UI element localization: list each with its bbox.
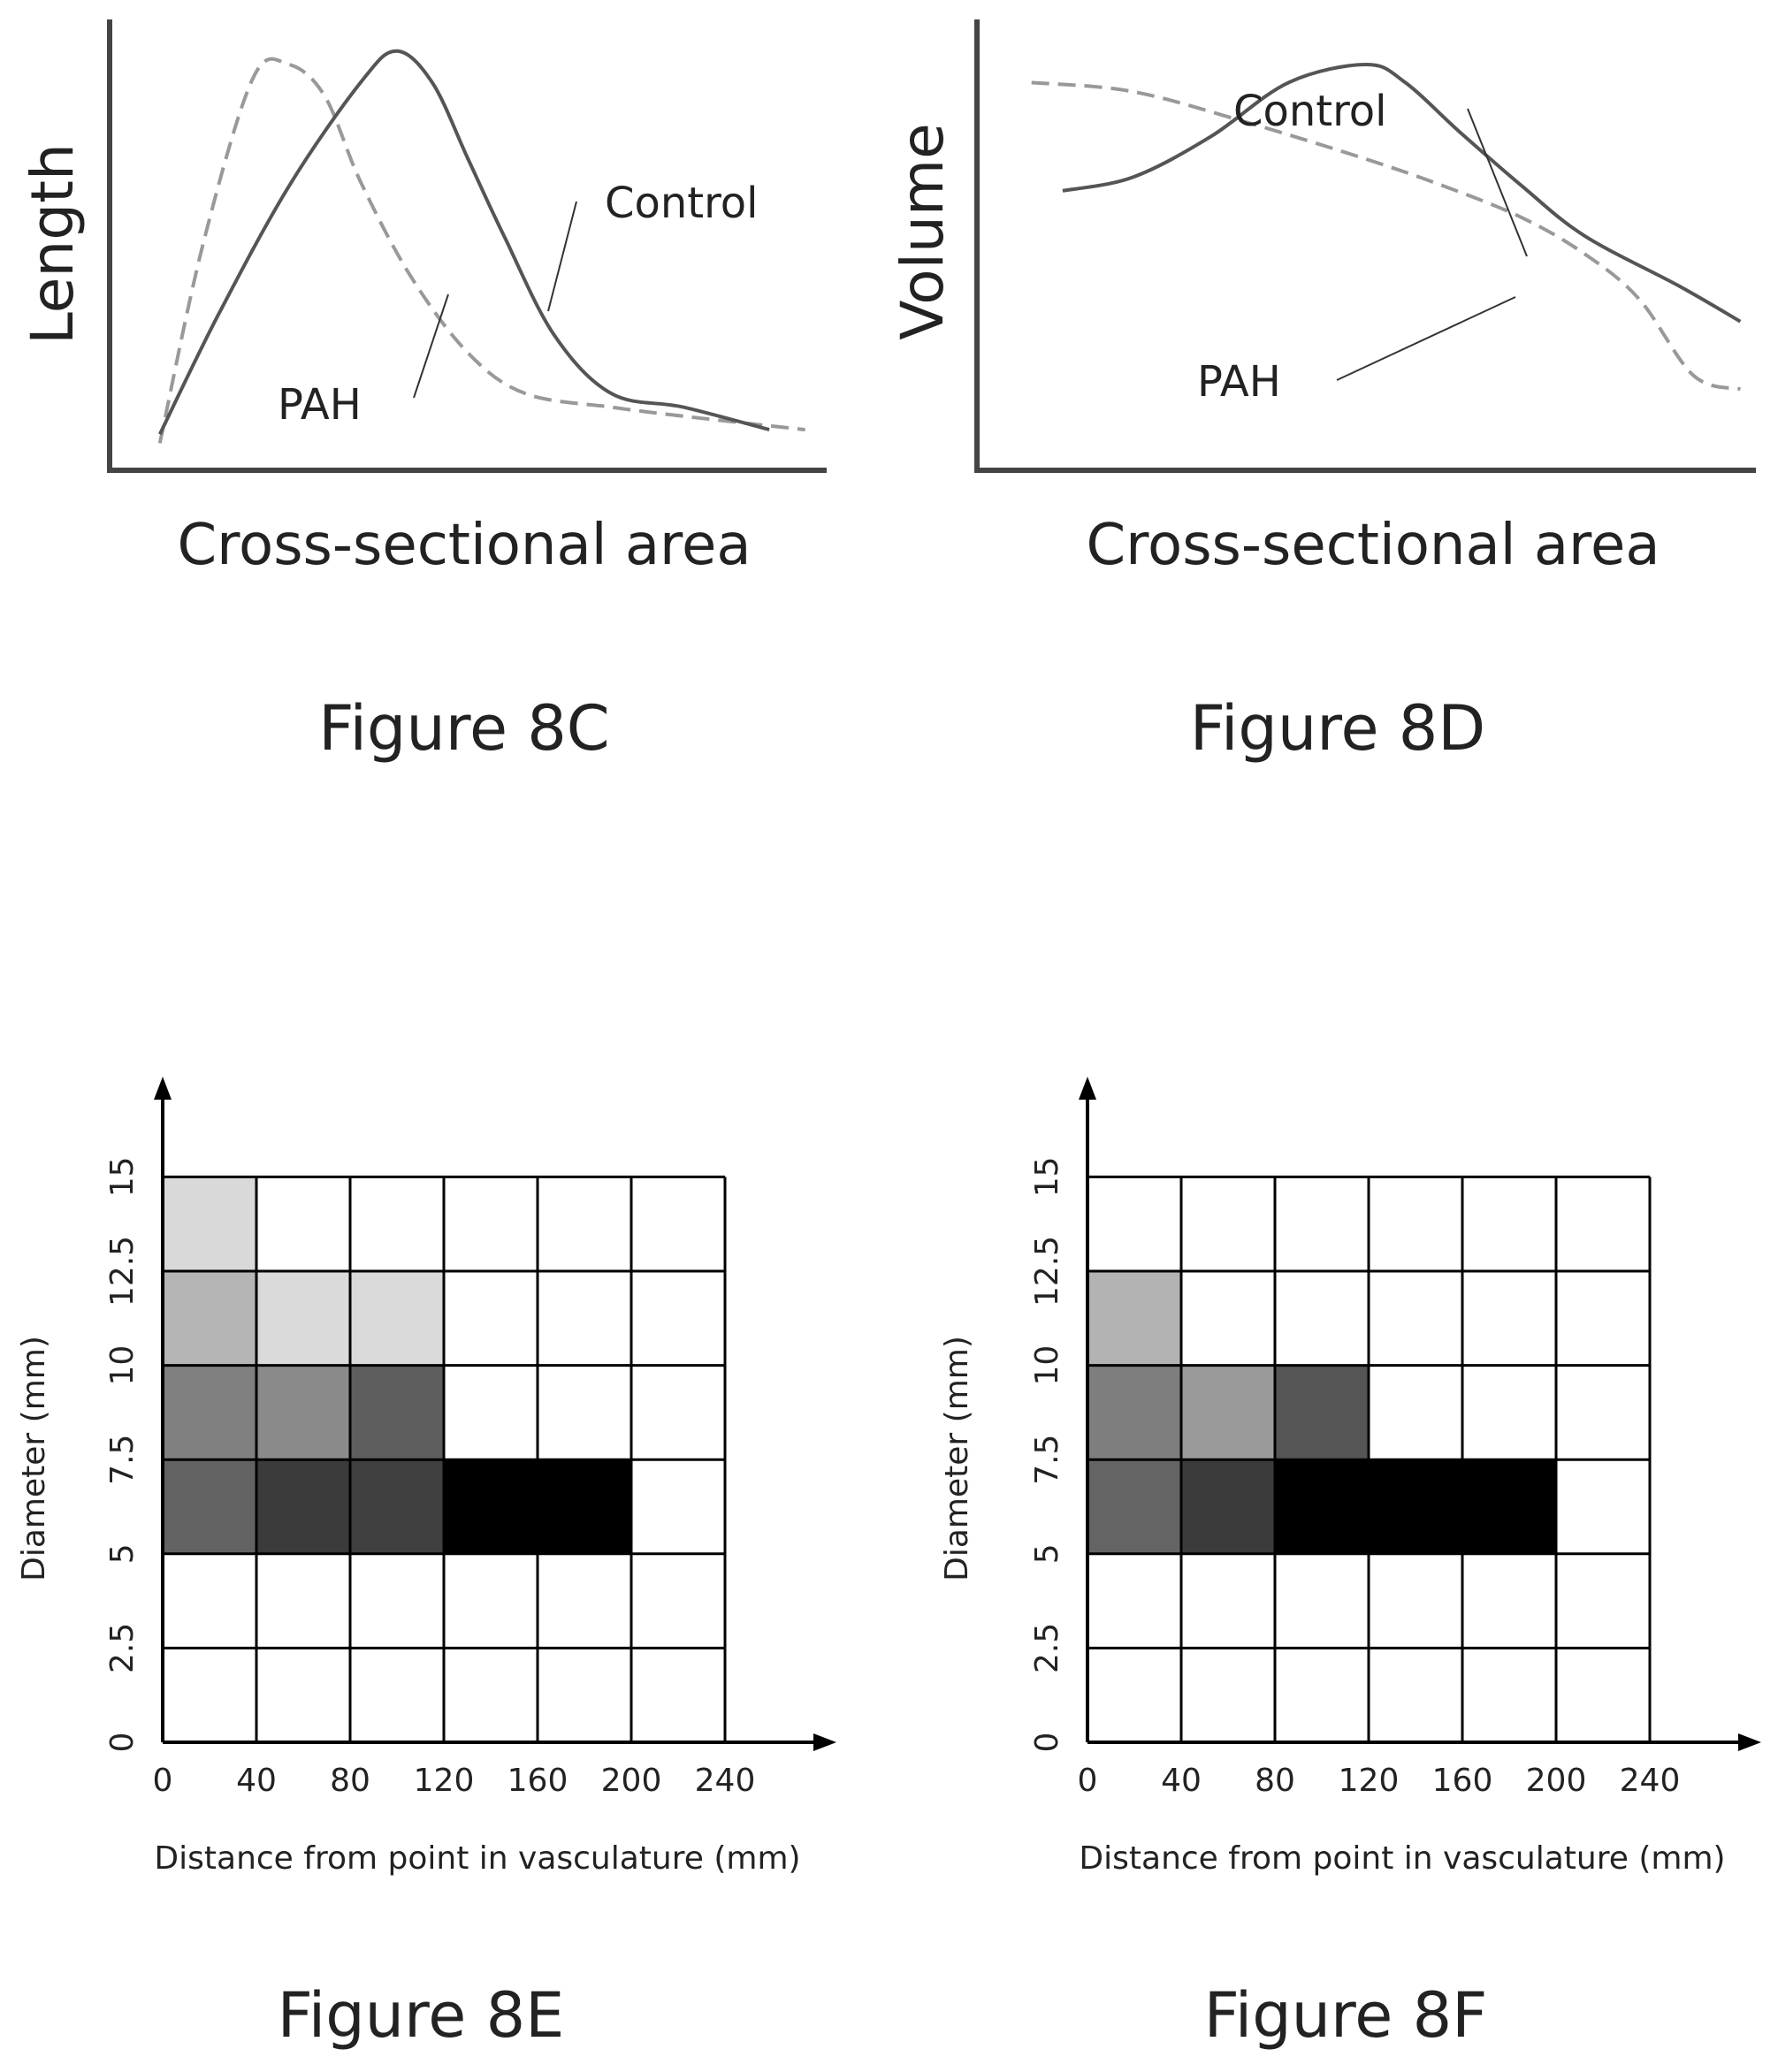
x-axis-arrow-icon: [813, 1733, 836, 1751]
figure-8f-grid: [1086, 1175, 1652, 1744]
figure-8d-x-axis-label: Cross-sectional area: [1086, 513, 1660, 578]
x-tick-label: 80: [330, 1763, 370, 1799]
x-tick-label: 120: [414, 1763, 475, 1799]
y-tick-label: 2.5: [1029, 1623, 1065, 1673]
heatmap-cell: [163, 1177, 256, 1271]
figure-8e-x-tick-labels: 0 40 80 120 160 200 240: [153, 1763, 756, 1799]
pah-annotation: PAH: [278, 380, 362, 430]
figure-8d-caption: Figure 8D: [1190, 692, 1485, 765]
series-control-line: [158, 49, 770, 436]
heatmap-cell: [350, 1459, 444, 1554]
heatmap-cell: [1087, 1271, 1181, 1366]
figure-8c-y-axis-label: Length: [19, 143, 87, 345]
figure-8e-x-axis-label: Distance from point in vasculature (mm): [154, 1840, 800, 1877]
control-annotation: Control: [605, 179, 759, 228]
control-leader-line: [1467, 108, 1528, 257]
series-pah-line: [157, 57, 805, 444]
x-tick-label: 240: [695, 1763, 756, 1799]
control-annotation: Control: [1233, 87, 1387, 136]
heatmap-cell: [163, 1271, 256, 1366]
heatmap-cell: [163, 1459, 256, 1554]
heatmap-cell: [1275, 1459, 1556, 1554]
x-axis-arrow-icon: [1738, 1733, 1761, 1751]
figure-8f-y-tick-labels: 0 2.5 5 7.5 10 12.5 15: [1029, 1156, 1065, 1752]
x-tick-label: 0: [1078, 1763, 1098, 1799]
y-tick-label: 5: [1029, 1543, 1065, 1564]
figure-8f: 0 40 80 120 160 200 240 0 2.5 5 7.5 10 12.5 15 Dista…: [939, 1077, 1761, 2052]
figure-8f-y-axis-label: Diameter (mm): [939, 1336, 975, 1581]
x-tick-label: 200: [1526, 1763, 1587, 1799]
y-tick-label: 15: [1029, 1156, 1065, 1197]
y-tick-label: 5: [104, 1543, 141, 1564]
figure-8f-heatmap-cells: [1087, 1271, 1556, 1554]
heatmap-cell: [1181, 1459, 1275, 1554]
figure-8e-y-axis-label: Diameter (mm): [16, 1336, 52, 1581]
figure-8e-caption: Figure 8E: [278, 1979, 565, 2052]
y-tick-label: 7.5: [1029, 1435, 1065, 1485]
figure-8f-x-tick-labels: 0 40 80 120 160 200 240: [1078, 1763, 1681, 1799]
x-tick-label: 80: [1255, 1763, 1295, 1799]
y-tick-label: 12.5: [1029, 1236, 1065, 1306]
series-pah-line: [1031, 80, 1741, 392]
series-control-line: [1062, 62, 1742, 324]
x-tick-label: 40: [1161, 1763, 1202, 1799]
y-tick-label: 7.5: [104, 1435, 141, 1485]
x-tick-label: 160: [1432, 1763, 1493, 1799]
y-axis-arrow-icon: [154, 1077, 172, 1100]
y-tick-label: 15: [104, 1156, 141, 1197]
y-axis-arrow-icon: [1079, 1077, 1096, 1100]
y-tick-label: 2.5: [104, 1623, 141, 1673]
y-tick-label: 10: [1029, 1345, 1065, 1386]
control-leader-line: [547, 201, 577, 312]
heatmap-cell: [1181, 1365, 1275, 1460]
heatmap-cell: [163, 1365, 256, 1460]
figure-8d: Control PAH Volume Cross-sectional area …: [889, 19, 1756, 765]
heatmap-cell: [256, 1271, 350, 1366]
x-tick-label: 240: [1620, 1763, 1681, 1799]
figure-8d-y-axis-label: Volume: [889, 123, 957, 339]
pah-leader-line: [413, 293, 449, 399]
figure-8d-plot-area: Control PAH: [974, 19, 1756, 473]
figure-8f-x-axis-label: Distance from point in vasculature (mm): [1079, 1840, 1725, 1877]
figure-8c-caption: Figure 8C: [318, 692, 609, 765]
figure-8e: 0 40 80 120 160 200 240 0 2.5 5 7.5 10 12.5 15 Dista…: [16, 1077, 836, 2052]
y-tick-label: 12.5: [104, 1236, 141, 1306]
heatmap-cell: [256, 1365, 350, 1460]
y-tick-label: 0: [104, 1733, 141, 1753]
x-tick-label: 120: [1339, 1763, 1400, 1799]
heatmap-cell: [256, 1459, 350, 1554]
figure-8e-heatmap-cells: [163, 1177, 631, 1554]
y-tick-label: 10: [104, 1345, 141, 1386]
figure-8c-x-axis-label: Cross-sectional area: [177, 513, 751, 578]
figure-8c-plot-area: Control PAH: [107, 19, 827, 473]
heatmap-cell: [1087, 1459, 1181, 1554]
heatmap-cell: [1087, 1365, 1181, 1460]
figure-8f-caption: Figure 8F: [1204, 1979, 1488, 2052]
x-tick-label: 0: [153, 1763, 173, 1799]
x-tick-label: 200: [601, 1763, 662, 1799]
heatmap-cell: [1275, 1365, 1369, 1460]
y-tick-label: 0: [1029, 1733, 1065, 1753]
x-tick-label: 40: [236, 1763, 277, 1799]
heatmap-cell: [350, 1271, 444, 1366]
figure-8e-y-tick-labels: 0 2.5 5 7.5 10 12.5 15: [104, 1156, 141, 1752]
x-tick-label: 160: [507, 1763, 569, 1799]
pah-annotation: PAH: [1197, 357, 1281, 407]
pah-leader-line: [1336, 296, 1516, 381]
figure-8c: Control PAH Length Cross-sectional area …: [19, 19, 827, 765]
heatmap-cell: [350, 1365, 444, 1460]
